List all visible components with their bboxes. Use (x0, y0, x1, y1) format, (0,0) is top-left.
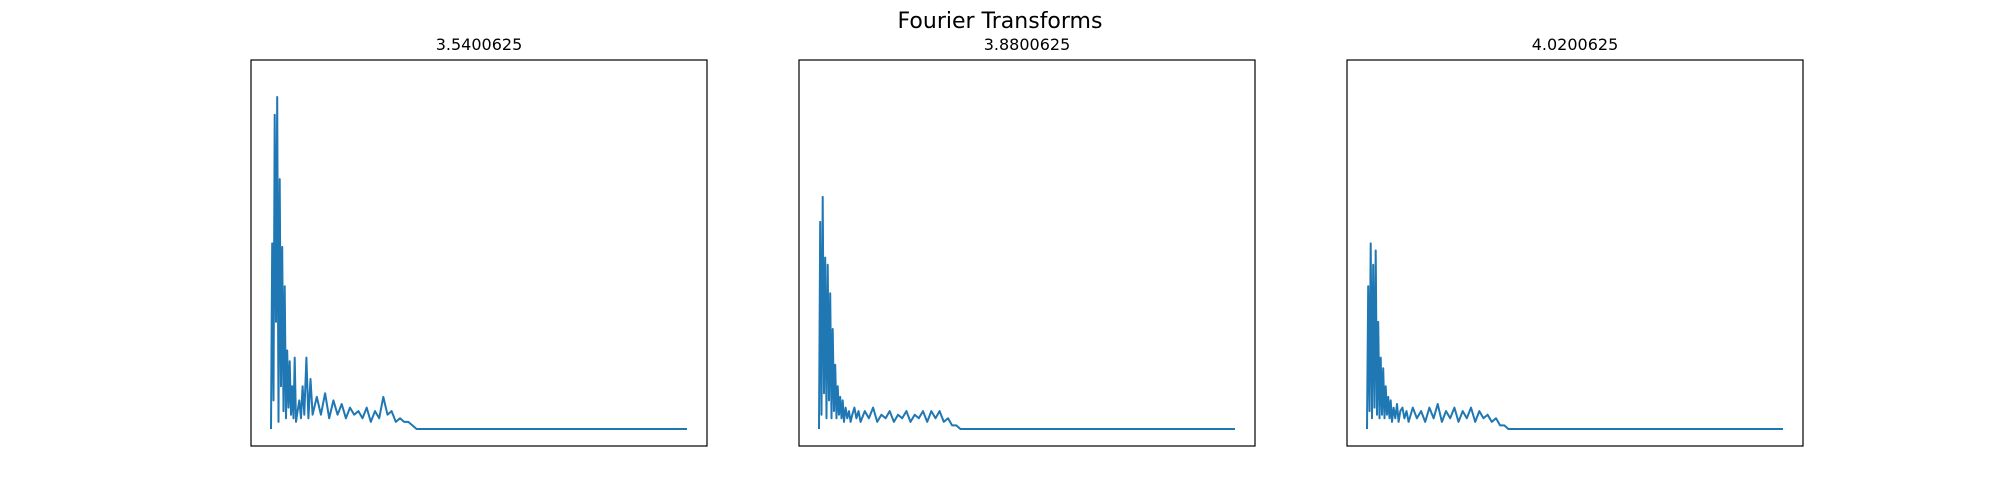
subplot-3-title: 4.0200625 (1532, 35, 1619, 54)
subplot-2-spectrum-line (818, 195, 1235, 430)
subplot-3-frame (1346, 59, 1804, 447)
subplot-1-title: 3.5400625 (436, 35, 523, 54)
figure-title: Fourier Transforms (898, 9, 1103, 34)
subplot-1-frame (250, 59, 708, 447)
subplot-2: 3.8800625 (798, 35, 1256, 447)
subplot-1-spectrum-line (270, 96, 687, 430)
subplot-2-frame (798, 59, 1256, 447)
subplot-3-spectrum-line (1366, 242, 1783, 430)
subplot-3: 4.0200625 (1346, 35, 1804, 447)
subplot-2-title: 3.8800625 (984, 35, 1071, 54)
subplot-1: 3.5400625 (250, 35, 708, 447)
